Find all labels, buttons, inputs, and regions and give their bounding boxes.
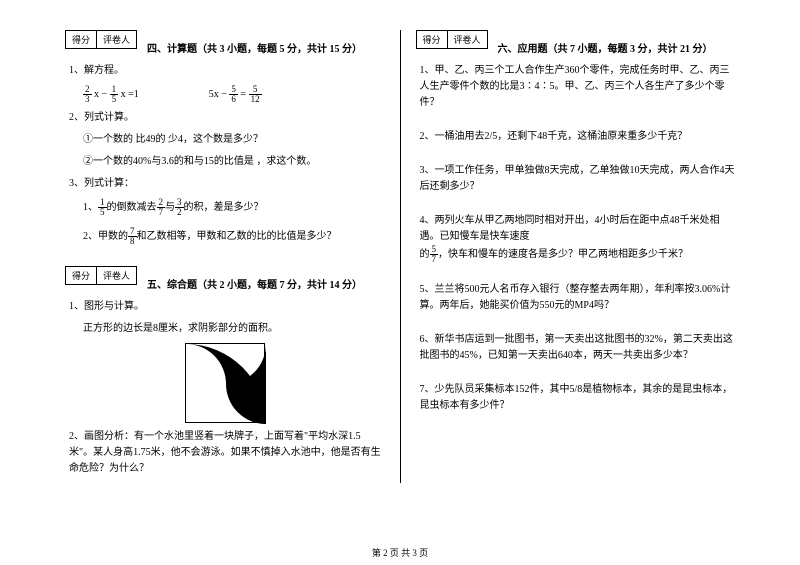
q4-3b: 2、甲数的78和乙数相等，甲数和乙数的比的比值是多少？ bbox=[83, 227, 385, 246]
q4-2-label: 2、列式计算。 bbox=[69, 110, 385, 126]
q5-1-text: 正方形的边长是8厘米，求阴影部分的面积。 bbox=[83, 321, 385, 337]
page-footer: 第 2 页 共 3 页 bbox=[0, 546, 800, 559]
section-5-title: 五、综合题（共 2 小题，每题 7 分，共计 14 分） bbox=[147, 276, 362, 291]
q4-1-label: 1、解方程。 bbox=[69, 63, 385, 79]
score-box: 得分 评卷人 bbox=[65, 30, 137, 49]
square-figure bbox=[185, 343, 265, 423]
q6-6: 6、新华书店运到一批图书，第一天卖出这批图书的32%，第二天卖出这批图书的45%… bbox=[420, 332, 736, 364]
reviewer-label: 评卷人 bbox=[97, 30, 137, 49]
reviewer-label: 评卷人 bbox=[97, 266, 137, 285]
score-label: 得分 bbox=[65, 30, 97, 49]
q6-7: 7、少先队员采集标本152件，其中5/8是植物标本，其余的是昆虫标本，昆虫标本有… bbox=[420, 382, 736, 414]
q4-2b: ②一个数的40%与3.6的和与15的比值是 ，求这个数。 bbox=[83, 154, 385, 170]
q6-1: 1、甲、乙、丙三个工人合作生产360个零件，完成任务时甲、乙、丙三人生产零件个数… bbox=[420, 63, 736, 111]
score-label: 得分 bbox=[65, 266, 97, 285]
q6-5: 5、兰兰将500元人名币存入银行（整存整去两年期），年利率按3.06%计算。两年… bbox=[420, 282, 736, 314]
q6-4: 4、两列火车从甲乙两地同时相对开出，4小时后在距中点48千米处相遇。已知慢车是快… bbox=[420, 213, 736, 264]
section-6-title: 六、应用题（共 7 小题，每题 3 分，共计 21 分） bbox=[498, 40, 713, 55]
q6-2: 2、一桶油用去2/5，还剩下48千克，这桶油原来重多少千克？ bbox=[420, 129, 736, 145]
q4-2a: ①一个数的 比49的 少4，这个数是多少？ bbox=[83, 132, 385, 148]
q4-3-label: 3、列式计算： bbox=[69, 176, 385, 192]
score-box: 得分 评卷人 bbox=[65, 266, 137, 285]
eq1: 23 x − 15 x =1 bbox=[83, 85, 139, 104]
q6-3: 3、一项工作任务，甲单独做8天完成，乙单独做10天完成，两人合作4天后还剩多少？ bbox=[420, 163, 736, 195]
q5-1-label: 1、图形与计算。 bbox=[69, 299, 385, 315]
q5-2: 2、画图分析：有一个水池里竖着一块牌子，上面写着"平均水深1.5米"。某人身高1… bbox=[69, 429, 385, 477]
section-4-title: 四、计算题（共 3 小题，每题 5 分，共计 15 分） bbox=[147, 40, 362, 55]
score-box: 得分 评卷人 bbox=[416, 30, 488, 49]
score-label: 得分 bbox=[416, 30, 448, 49]
reviewer-label: 评卷人 bbox=[448, 30, 488, 49]
eq2: 5x − 56 = 512 bbox=[209, 85, 262, 104]
q4-3a: 1、15的倒数减去27与32的积，差是多少？ bbox=[83, 198, 385, 217]
q4-1-equations: 23 x − 15 x =1 5x − 56 = 512 bbox=[83, 85, 385, 104]
